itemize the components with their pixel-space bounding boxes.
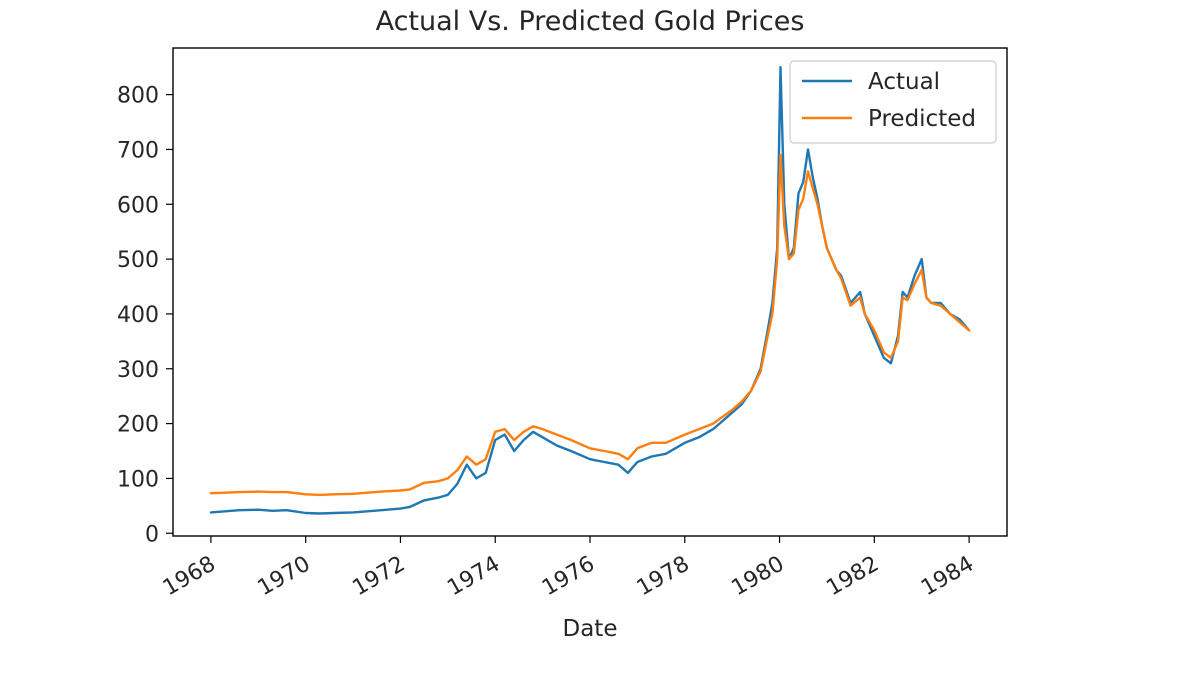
x-tick-label: 1968	[159, 552, 220, 602]
y-tick-label: 100	[117, 467, 159, 492]
y-tick-label: 200	[117, 413, 159, 438]
x-axis: 1968 1970 1972 1974 1976 1978 1980 1982 1984	[159, 536, 978, 601]
series-layer	[209, 65, 971, 515]
x-tick-label: 1976	[538, 552, 599, 602]
y-tick-label: 400	[117, 303, 159, 328]
x-tick-label: 1972	[348, 552, 409, 602]
x-tick-label: 1974	[443, 552, 504, 602]
legend: Actual Predicted	[789, 60, 997, 144]
y-axis: 0 100 200 300 400 500 600 700 800	[117, 84, 173, 547]
x-tick-label: 1980	[728, 552, 789, 602]
x-tick-label: 1982	[822, 552, 883, 602]
x-axis-label: Date	[563, 616, 618, 642]
x-tick-label: 1984	[917, 552, 978, 602]
y-tick-label: 600	[117, 193, 159, 218]
y-tick-label: 700	[117, 138, 159, 163]
legend-label-actual: Actual	[868, 69, 940, 95]
y-tick-label: 0	[145, 522, 159, 547]
legend-label-predicted: Predicted	[868, 106, 976, 132]
chart-title: Actual Vs. Predicted Gold Prices	[376, 6, 805, 37]
x-tick-label: 1970	[254, 552, 315, 602]
y-tick-label: 800	[117, 84, 159, 109]
series-line-actual	[209, 65, 971, 515]
y-tick-label: 300	[117, 358, 159, 383]
y-tick-label: 500	[117, 248, 159, 273]
x-tick-label: 1978	[633, 552, 694, 602]
series-line-predicted	[209, 153, 971, 497]
